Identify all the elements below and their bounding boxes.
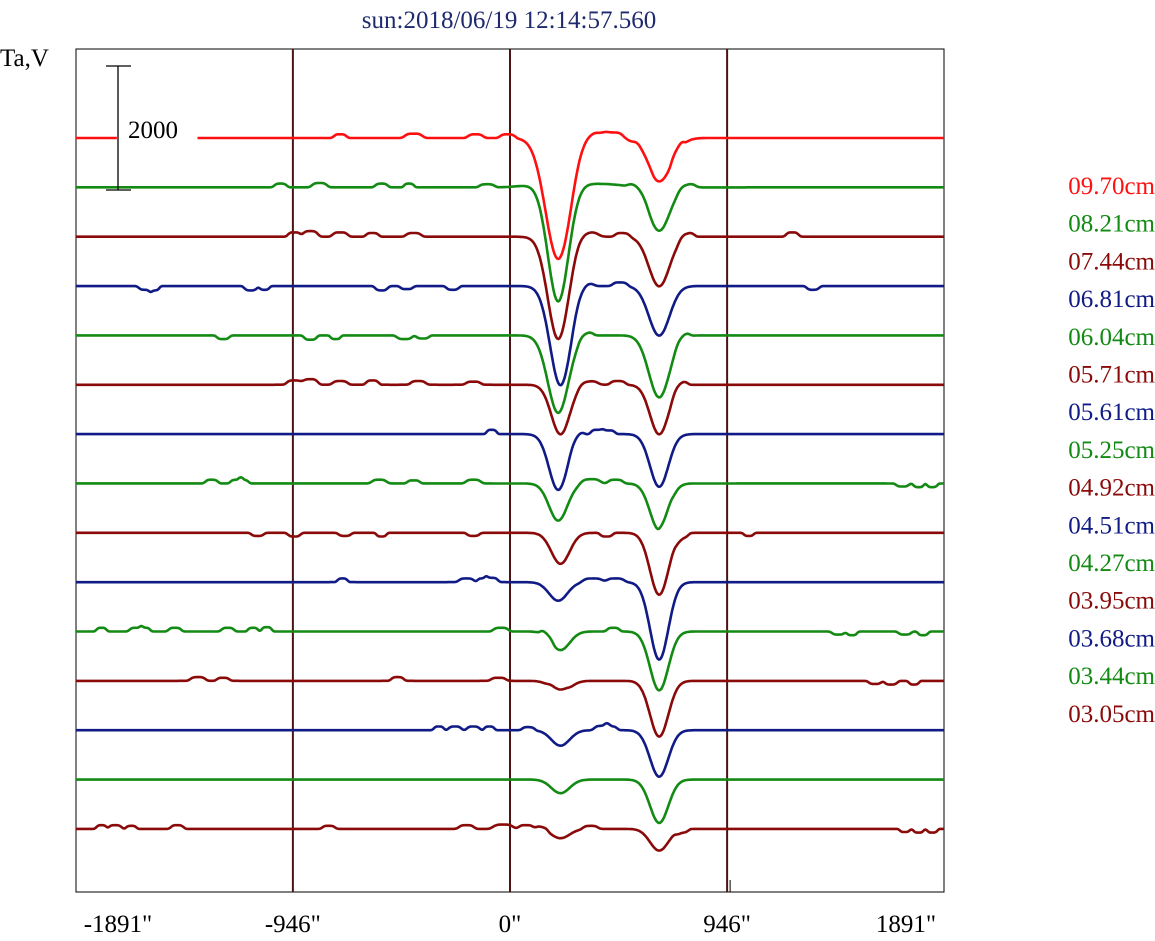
chart-title: sun:2018/06/19 12:14:57.560: [362, 7, 656, 34]
vertical-reference-lines: [291, 49, 729, 892]
x-tick-label: -946": [265, 911, 321, 938]
x-tick-label: 946": [703, 911, 751, 938]
legend-entry: 03.44cm: [1068, 663, 1155, 690]
trace-05.61cm: [75, 427, 945, 492]
trace-05.25cm: [75, 475, 945, 531]
x-tick-label: 0": [499, 911, 522, 938]
trace-03.68cm: [75, 721, 945, 779]
legend-entry: 08.21cm: [1068, 211, 1155, 238]
x-tick-label: -1891": [84, 911, 153, 938]
trace-06.04cm: [75, 331, 945, 415]
legend: 09.70cm 08.21cm 07.44cm 06.81cm 06.04cm 05.71…: [1068, 173, 1155, 728]
legend-entry: 07.44cm: [1068, 248, 1155, 275]
trace-06.81cm: [75, 281, 945, 387]
scale-bar-label: 2000: [128, 117, 178, 144]
legend-entry: 05.61cm: [1068, 399, 1155, 426]
legend-entry: 06.81cm: [1068, 286, 1155, 313]
trace-04.27cm: [75, 624, 945, 692]
trace-04.92cm: [75, 531, 945, 597]
y-axis-label: Ta,V: [0, 45, 49, 72]
legend-entry: 06.04cm: [1068, 324, 1155, 351]
legend-entry: 04.92cm: [1068, 475, 1155, 502]
legend-entry: 04.51cm: [1068, 512, 1155, 539]
x-tick-labels: -1891" -946" 0" 946" 1891": [84, 880, 936, 938]
trace-03.44cm: [75, 778, 945, 825]
legend-entry: 03.95cm: [1068, 588, 1155, 615]
trace-07.44cm: [75, 229, 945, 341]
legend-entry: 03.68cm: [1068, 625, 1155, 652]
legend-entry: 05.71cm: [1068, 362, 1155, 389]
trace-09.70cm: [197, 130, 945, 261]
legend-entry: 05.25cm: [1068, 437, 1155, 464]
trace-05.71cm: [75, 377, 945, 436]
scale-bar: 2000: [106, 65, 178, 191]
trace-03.05cm: [75, 823, 945, 852]
trace-04.51cm: [75, 574, 945, 661]
legend-entry: 09.70cm: [1068, 173, 1155, 200]
legend-entry: 03.05cm: [1068, 701, 1155, 728]
trace-03.95cm: [75, 675, 945, 738]
x-tick-label: 1891": [876, 911, 936, 938]
trace-series-group: [75, 130, 945, 852]
legend-entry: 04.27cm: [1068, 550, 1155, 577]
trace-08.21cm: [75, 181, 945, 303]
